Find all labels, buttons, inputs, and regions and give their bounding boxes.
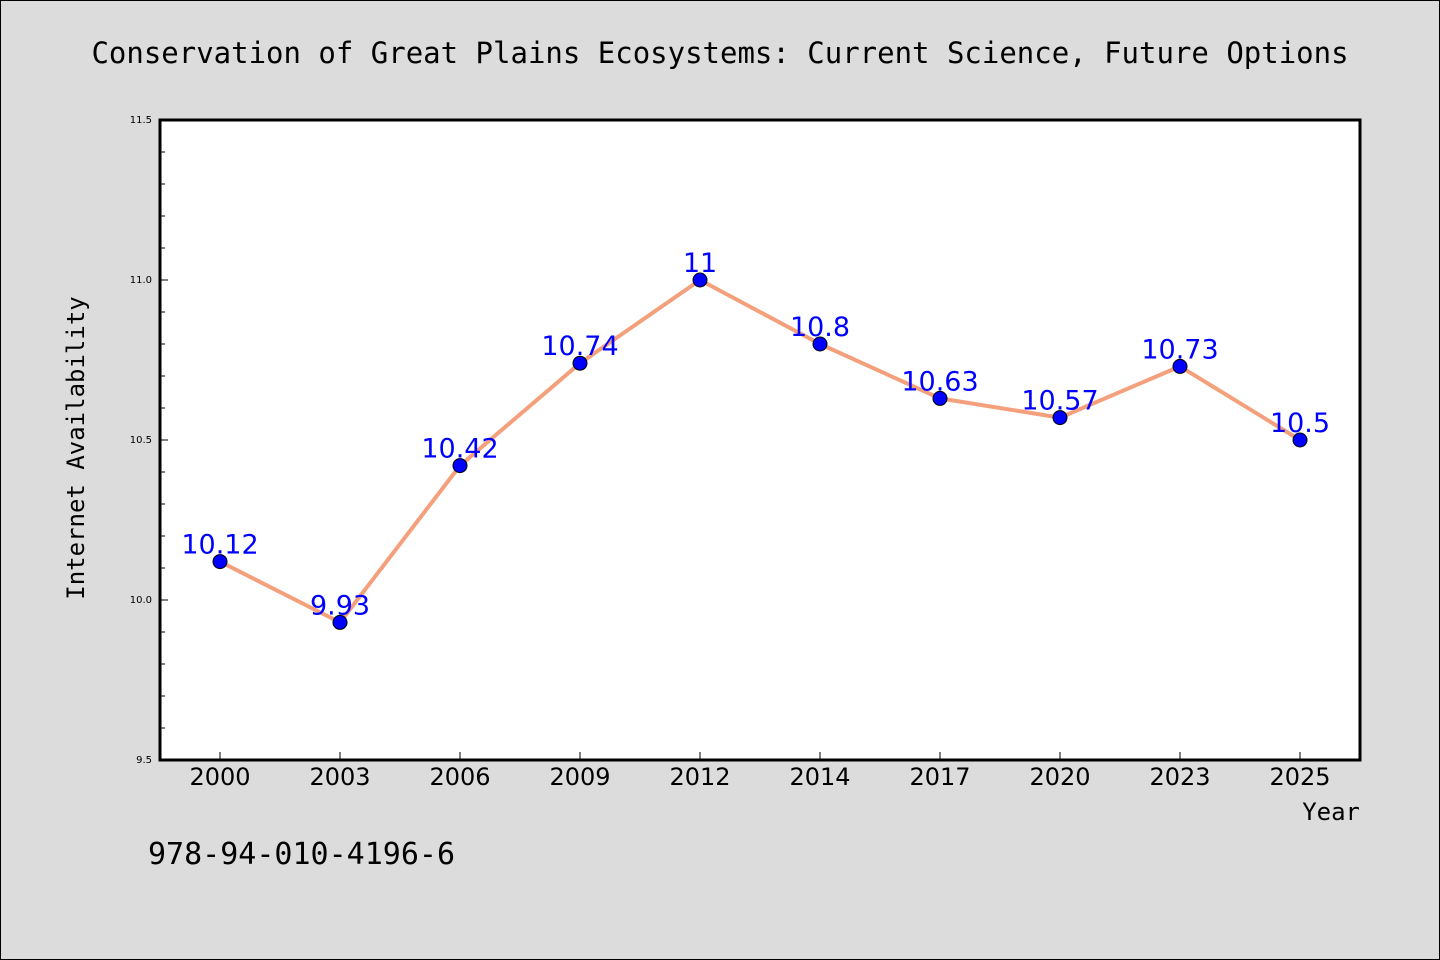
data-label: 10.8 (790, 312, 850, 343)
data-label: 10.57 (1021, 386, 1098, 417)
y-tick-label: 9.5 (136, 755, 152, 766)
x-tick-label: 2003 (309, 763, 370, 791)
x-tick-label: 2014 (789, 763, 850, 791)
data-label: 11 (683, 248, 717, 279)
chart-title: Conservation of Great Plains Ecosystems:… (91, 36, 1348, 70)
x-tick-label: 2025 (1269, 763, 1330, 791)
data-point[interactable] (212, 554, 228, 570)
x-tick-label: 2000 (189, 763, 250, 791)
y-axis-label: Internet Availability (62, 296, 90, 599)
data-point[interactable] (1292, 432, 1308, 448)
data-label: 10.12 (181, 530, 258, 561)
x-tick-label: 2020 (1029, 763, 1090, 791)
data-label: 10.42 (421, 434, 498, 465)
x-axis: 2000 2003 2006 2009 2012 2014 2017 2020 2023 2025 (189, 752, 1331, 791)
data-label: 10.5 (1270, 408, 1330, 439)
series-group: 10.12 9.93 10.42 10.74 11 10.8 10.63 10.57 10.73… (181, 248, 1330, 630)
data-point[interactable] (1172, 358, 1188, 374)
x-tick-label: 2023 (1149, 763, 1210, 791)
data-label: 9.93 (310, 590, 370, 621)
y-tick-label: 11.0 (130, 275, 152, 286)
y-axis: 9.5 10.0 10.5 11.0 11.5 (130, 115, 168, 766)
x-tick-label: 2012 (669, 763, 730, 791)
data-point[interactable] (452, 458, 468, 474)
data-point[interactable] (692, 272, 708, 288)
y-tick-label: 11.5 (130, 115, 152, 126)
y-tick-label: 10.5 (130, 435, 152, 446)
x-tick-label: 2006 (429, 763, 490, 791)
data-label: 10.74 (541, 331, 618, 362)
y-tick-label: 10.0 (130, 595, 152, 606)
isbn-annotation: 978-94-010-4196-6 (148, 837, 455, 872)
data-point[interactable] (812, 336, 828, 352)
x-tick-label: 2009 (549, 763, 610, 791)
data-point[interactable] (572, 355, 588, 371)
x-tick-label: 2017 (909, 763, 970, 791)
plot-area (158, 118, 1362, 762)
data-point[interactable] (332, 614, 348, 630)
data-point[interactable] (932, 390, 948, 406)
data-label: 10.73 (1141, 334, 1218, 365)
data-point[interactable] (1052, 410, 1068, 426)
series-line (218, 278, 1302, 625)
data-label: 10.63 (901, 366, 978, 397)
x-axis-label: Year (1302, 798, 1360, 826)
